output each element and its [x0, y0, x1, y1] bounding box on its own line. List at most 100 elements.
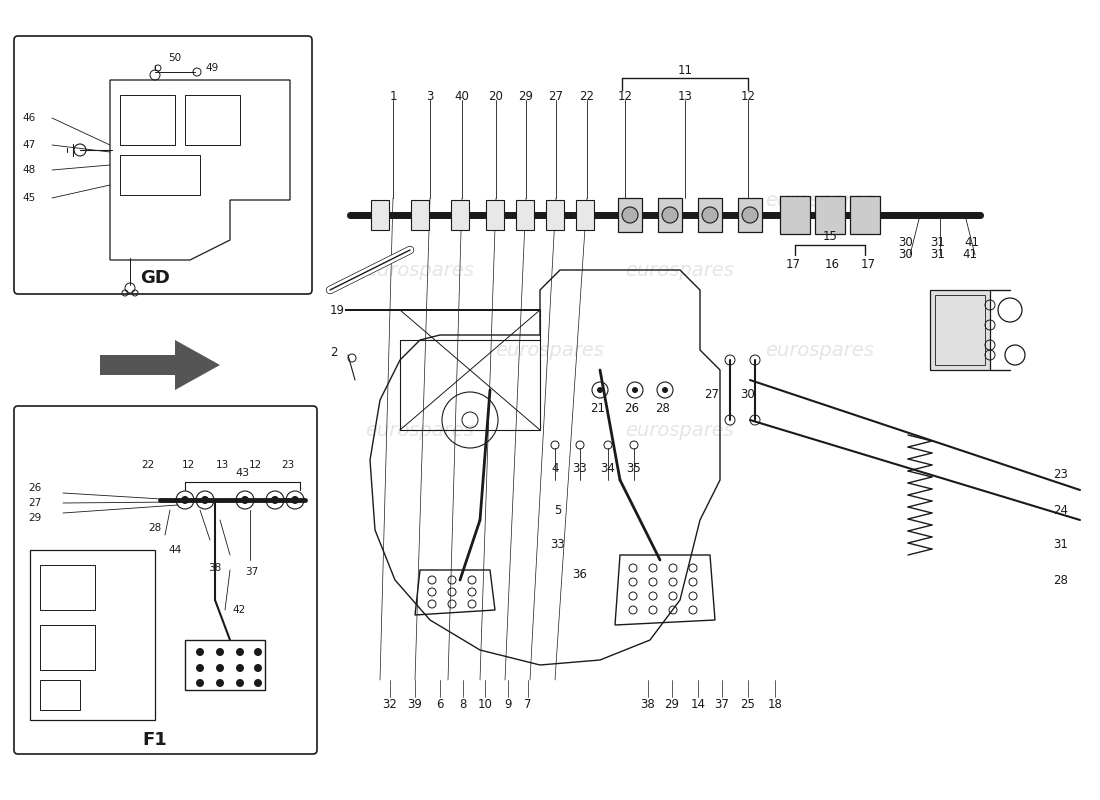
Text: 30: 30	[899, 249, 913, 262]
Text: 39: 39	[408, 698, 422, 711]
Text: 24: 24	[1053, 503, 1068, 517]
Text: 29: 29	[664, 698, 680, 711]
Text: 17: 17	[860, 258, 876, 271]
Text: eurospares: eurospares	[626, 261, 735, 279]
Circle shape	[201, 496, 209, 504]
Text: 16: 16	[825, 258, 839, 271]
Text: 40: 40	[454, 90, 470, 102]
Text: 48: 48	[22, 165, 35, 175]
Text: 3: 3	[427, 90, 433, 102]
Bar	[546, 200, 564, 230]
Text: 14: 14	[691, 698, 705, 711]
Text: 29: 29	[518, 90, 534, 102]
Text: 17: 17	[785, 258, 801, 271]
Text: 44: 44	[168, 545, 182, 555]
Text: eurospares: eurospares	[766, 190, 874, 210]
Circle shape	[216, 648, 224, 656]
Bar	[451, 200, 469, 230]
Text: 6: 6	[437, 698, 443, 711]
Text: 45: 45	[22, 193, 35, 203]
Text: 22: 22	[142, 460, 155, 470]
Text: 31: 31	[931, 249, 945, 262]
Text: 10: 10	[477, 698, 493, 711]
Text: eurospares: eurospares	[766, 341, 874, 359]
Text: 22: 22	[580, 90, 594, 102]
Text: 19: 19	[330, 303, 345, 317]
Text: 29: 29	[28, 513, 42, 523]
Text: 31: 31	[931, 235, 945, 249]
Text: 12: 12	[740, 90, 756, 102]
Text: 35: 35	[627, 462, 641, 474]
Text: 12: 12	[182, 460, 195, 470]
Text: 27: 27	[549, 90, 563, 102]
Circle shape	[196, 664, 204, 672]
Bar	[120, 155, 200, 195]
Text: 30: 30	[740, 389, 756, 402]
Bar	[40, 625, 95, 670]
Circle shape	[236, 648, 244, 656]
Bar	[850, 196, 880, 234]
Text: 4: 4	[551, 462, 559, 474]
Text: 20: 20	[488, 90, 504, 102]
Text: 15: 15	[823, 230, 837, 243]
Bar	[576, 200, 594, 230]
Bar	[698, 198, 722, 232]
Bar	[486, 200, 504, 230]
Text: 13: 13	[678, 90, 692, 102]
Bar	[411, 200, 429, 230]
Bar	[40, 680, 80, 710]
Text: F1: F1	[143, 731, 167, 749]
Text: 5: 5	[554, 503, 562, 517]
Circle shape	[702, 207, 718, 223]
Text: eurospares: eurospares	[365, 421, 474, 439]
Text: 37: 37	[715, 698, 729, 711]
Circle shape	[236, 679, 244, 687]
Text: eurospares: eurospares	[496, 341, 604, 359]
Text: 42: 42	[232, 605, 245, 615]
Text: 7: 7	[525, 698, 531, 711]
Circle shape	[292, 496, 299, 504]
Circle shape	[742, 207, 758, 223]
Circle shape	[254, 648, 262, 656]
Circle shape	[196, 679, 204, 687]
Bar	[738, 198, 762, 232]
Text: 25: 25	[740, 698, 756, 711]
Circle shape	[216, 664, 224, 672]
Circle shape	[236, 664, 244, 672]
Text: 1: 1	[389, 90, 397, 102]
Text: 41: 41	[965, 235, 979, 249]
Text: 2: 2	[330, 346, 338, 358]
Text: 33: 33	[551, 538, 565, 551]
Text: 12: 12	[617, 90, 632, 102]
Circle shape	[621, 207, 638, 223]
Text: 34: 34	[601, 462, 615, 474]
Circle shape	[254, 664, 262, 672]
Text: 38: 38	[640, 698, 656, 711]
Text: 38: 38	[208, 563, 221, 573]
Text: 46: 46	[22, 113, 35, 123]
Circle shape	[241, 496, 249, 504]
Bar	[930, 290, 990, 370]
Text: 28: 28	[148, 523, 162, 533]
Bar	[780, 196, 810, 234]
Text: eurospares: eurospares	[365, 261, 474, 279]
Text: 13: 13	[216, 460, 229, 470]
Polygon shape	[100, 340, 220, 390]
Bar	[120, 95, 175, 145]
Circle shape	[254, 679, 262, 687]
Bar	[40, 565, 95, 610]
Bar	[618, 198, 642, 232]
Circle shape	[632, 387, 638, 393]
Text: 47: 47	[22, 140, 35, 150]
Text: 41: 41	[962, 249, 978, 262]
FancyBboxPatch shape	[14, 36, 312, 294]
Text: 33: 33	[573, 462, 587, 474]
Circle shape	[597, 387, 603, 393]
Text: 50: 50	[168, 53, 182, 63]
Text: 21: 21	[591, 402, 605, 414]
FancyBboxPatch shape	[14, 406, 317, 754]
Text: 31: 31	[1053, 538, 1068, 551]
Text: 49: 49	[205, 63, 218, 73]
Circle shape	[662, 207, 678, 223]
Text: 30: 30	[899, 235, 913, 249]
